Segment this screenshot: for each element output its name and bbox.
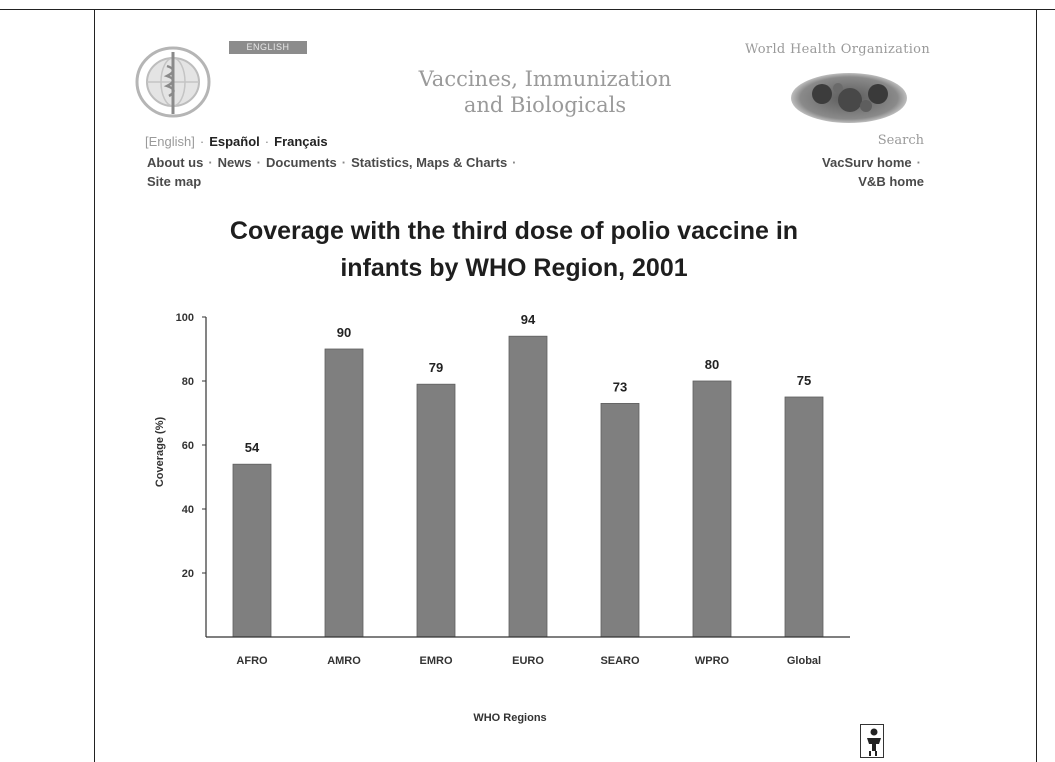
y-tick-label: 100	[176, 312, 194, 324]
lang-french[interactable]: Français	[274, 134, 328, 149]
x-tick-label: AMRO	[327, 655, 361, 667]
site-title[interactable]: Vaccines, Immunization and Biologicals	[380, 66, 710, 118]
x-tick-label: Global	[787, 655, 821, 667]
nav-separator: ·	[512, 155, 517, 170]
chart-title-line1: Coverage with the third dose of polio va…	[230, 217, 798, 245]
who-logo-icon[interactable]	[133, 44, 213, 120]
nav-documents[interactable]: Documents	[265, 155, 337, 170]
frame-top-border	[0, 9, 1055, 10]
frame-left-border	[94, 9, 95, 762]
y-tick-label: 40	[182, 504, 194, 516]
org-name[interactable]: World Health Organization	[745, 42, 930, 57]
language-selector: [English] · Español · Français	[145, 134, 328, 149]
nav-separator: ·	[208, 155, 213, 170]
bar-amro	[324, 348, 364, 638]
frame-right-border	[1036, 9, 1037, 762]
nav-separator: ·	[341, 155, 347, 170]
bar-wpro	[692, 380, 732, 638]
y-axis: 20 40 60 80 100	[176, 312, 207, 637]
bar-afro	[232, 463, 272, 638]
bar-group: 54 90 79 94 73 80 75	[232, 312, 824, 638]
lang-separator: ·	[264, 134, 270, 149]
x-tick-label: WPRO	[695, 655, 730, 667]
bar-value-label: 75	[797, 373, 811, 388]
nav-site-map-row: Site map	[147, 174, 201, 189]
english-version-badge[interactable]: ENGLISH	[229, 41, 307, 54]
nav-site-map[interactable]: Site map	[147, 174, 202, 189]
nav-statistics[interactable]: Statistics, Maps & Charts	[351, 155, 508, 170]
bar-searo	[600, 402, 640, 638]
y-tick-label: 60	[182, 440, 194, 452]
x-tick-label: AFRO	[236, 655, 268, 667]
site-title-line2: and Biologicals	[463, 93, 627, 117]
chart-title-line2: infants by WHO Region, 2001	[340, 254, 687, 282]
bar-value-label: 73	[613, 379, 627, 394]
bar-global	[784, 396, 824, 638]
bar-emro	[416, 383, 456, 638]
bar-value-label: 54	[245, 440, 260, 455]
bar-value-label: 79	[429, 360, 443, 375]
nav-vacsurv-home[interactable]: VacSurv home	[822, 155, 912, 170]
x-axis: AFRO AMRO EMRO EURO SEARO WPRO Global	[206, 636, 850, 667]
x-tick-label: EURO	[512, 655, 544, 667]
y-tick-label: 20	[182, 568, 194, 580]
x-tick-label: SEARO	[600, 655, 640, 667]
lang-spanish[interactable]: Español	[209, 134, 260, 149]
bar-value-label: 94	[521, 312, 536, 327]
search-link[interactable]: Search	[877, 133, 924, 148]
nav-right-row: VacSurv home ·	[822, 155, 926, 170]
bar-value-label: 80	[705, 357, 719, 372]
nav-about-us[interactable]: About us	[147, 155, 204, 170]
nav-separator: ·	[256, 155, 261, 170]
nav-news[interactable]: News	[217, 155, 252, 170]
accessibility-icon[interactable]	[860, 724, 884, 758]
lang-separator: ·	[199, 134, 205, 149]
nav-vb-home[interactable]: V&B home	[858, 174, 924, 189]
main-nav: About us · News · Documents · Statistics, Maps…	[147, 155, 522, 170]
y-axis-label: Coverage (%)	[154, 417, 166, 488]
x-axis-label: WHO Regions	[473, 712, 546, 724]
x-tick-label: EMRO	[420, 655, 453, 667]
bar-value-label: 90	[337, 325, 351, 340]
header-photo	[791, 73, 907, 123]
bar-euro	[508, 335, 548, 638]
site-title-line1: Vaccines, Immunization	[418, 67, 672, 91]
lang-english[interactable]: [English]	[145, 134, 195, 149]
nav-separator: ·	[916, 155, 921, 170]
y-tick-label: 80	[182, 376, 194, 388]
